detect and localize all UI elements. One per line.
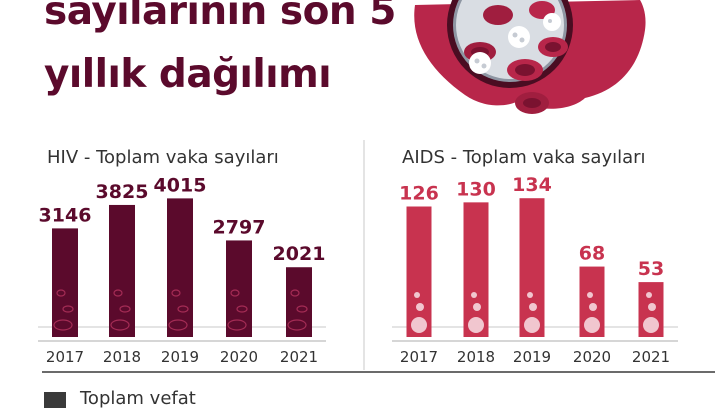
legend-swatch (44, 392, 66, 408)
cell-decoration (296, 305, 308, 313)
cell-decoration (110, 319, 130, 331)
cell-decoration (119, 305, 131, 313)
bar-charts: 3146 2017 3825 2018 4015 2019 2797 2020 2021 2021… (38, 140, 715, 373)
cell-decoration (648, 303, 656, 311)
cell-decoration (62, 305, 74, 313)
hiv-year-label: 2017 (46, 348, 84, 366)
blood-cell-illustration (414, 0, 646, 114)
cell-decoration (287, 319, 307, 331)
cell-decoration (411, 317, 427, 333)
hiv-bar (109, 204, 135, 337)
cell-decoration (177, 305, 189, 313)
aids-data-label: 134 (512, 174, 552, 196)
hiv-chart-title: HIV - Toplam vaka sayıları (47, 147, 279, 168)
cell-decoration (646, 292, 652, 298)
hiv-year-label: 2021 (280, 348, 318, 366)
aids-year-label: 2021 (632, 348, 670, 366)
aids-year-label: 2020 (573, 348, 611, 366)
aids-year-label: 2018 (457, 348, 495, 366)
cell-decoration (468, 317, 484, 333)
cell-decoration (168, 319, 188, 331)
aids-data-label: 130 (456, 178, 496, 200)
aids-chart-title: AIDS - Toplam vaka sayıları (402, 147, 646, 168)
cell-decoration (290, 289, 300, 297)
cell-decoration (473, 303, 481, 311)
aids-data-label: 53 (638, 258, 664, 280)
cell-decoration (230, 289, 240, 297)
hiv-year-label: 2018 (103, 348, 141, 366)
cell-decoration (227, 319, 247, 331)
hiv-bar (52, 228, 78, 337)
hiv-bar (167, 198, 193, 337)
cell-decoration (171, 289, 181, 297)
cell-decoration (587, 292, 593, 298)
page-title-line-1: sayılarının son 5 (44, 0, 396, 34)
cell-decoration (589, 303, 597, 311)
cell-decoration (527, 292, 533, 298)
aids-bar (519, 198, 545, 337)
cell-decoration (236, 305, 248, 313)
hiv-data-label: 2021 (273, 243, 326, 265)
page-title-line-2: yıllık dağılımı (44, 52, 332, 97)
hiv-data-label: 4015 (154, 174, 207, 196)
hiv-year-label: 2020 (220, 348, 258, 366)
cell-decoration (643, 317, 659, 333)
aids-data-label: 126 (399, 183, 439, 205)
cell-decoration (529, 303, 537, 311)
hiv-data-label: 3825 (96, 181, 149, 203)
cell-decoration (113, 289, 123, 297)
hiv-data-label: 3146 (39, 204, 92, 226)
aids-bar (406, 206, 432, 337)
cell-decoration (416, 303, 424, 311)
legend-label: Toplam vefat (80, 388, 196, 409)
hiv-data-label: 2797 (213, 216, 266, 238)
aids-bar (463, 202, 489, 337)
cell-decoration (53, 319, 73, 331)
cell-decoration (471, 292, 477, 298)
hiv-year-label: 2019 (161, 348, 199, 366)
cell-decoration (584, 317, 600, 333)
hiv-bar (286, 267, 312, 337)
cell-decoration (56, 289, 66, 297)
aids-data-label: 68 (579, 243, 605, 265)
cell-decoration (414, 292, 420, 298)
cell-decoration (524, 317, 540, 333)
hiv-bar (226, 240, 252, 337)
aids-year-label: 2017 (400, 348, 438, 366)
aids-year-label: 2019 (513, 348, 551, 366)
